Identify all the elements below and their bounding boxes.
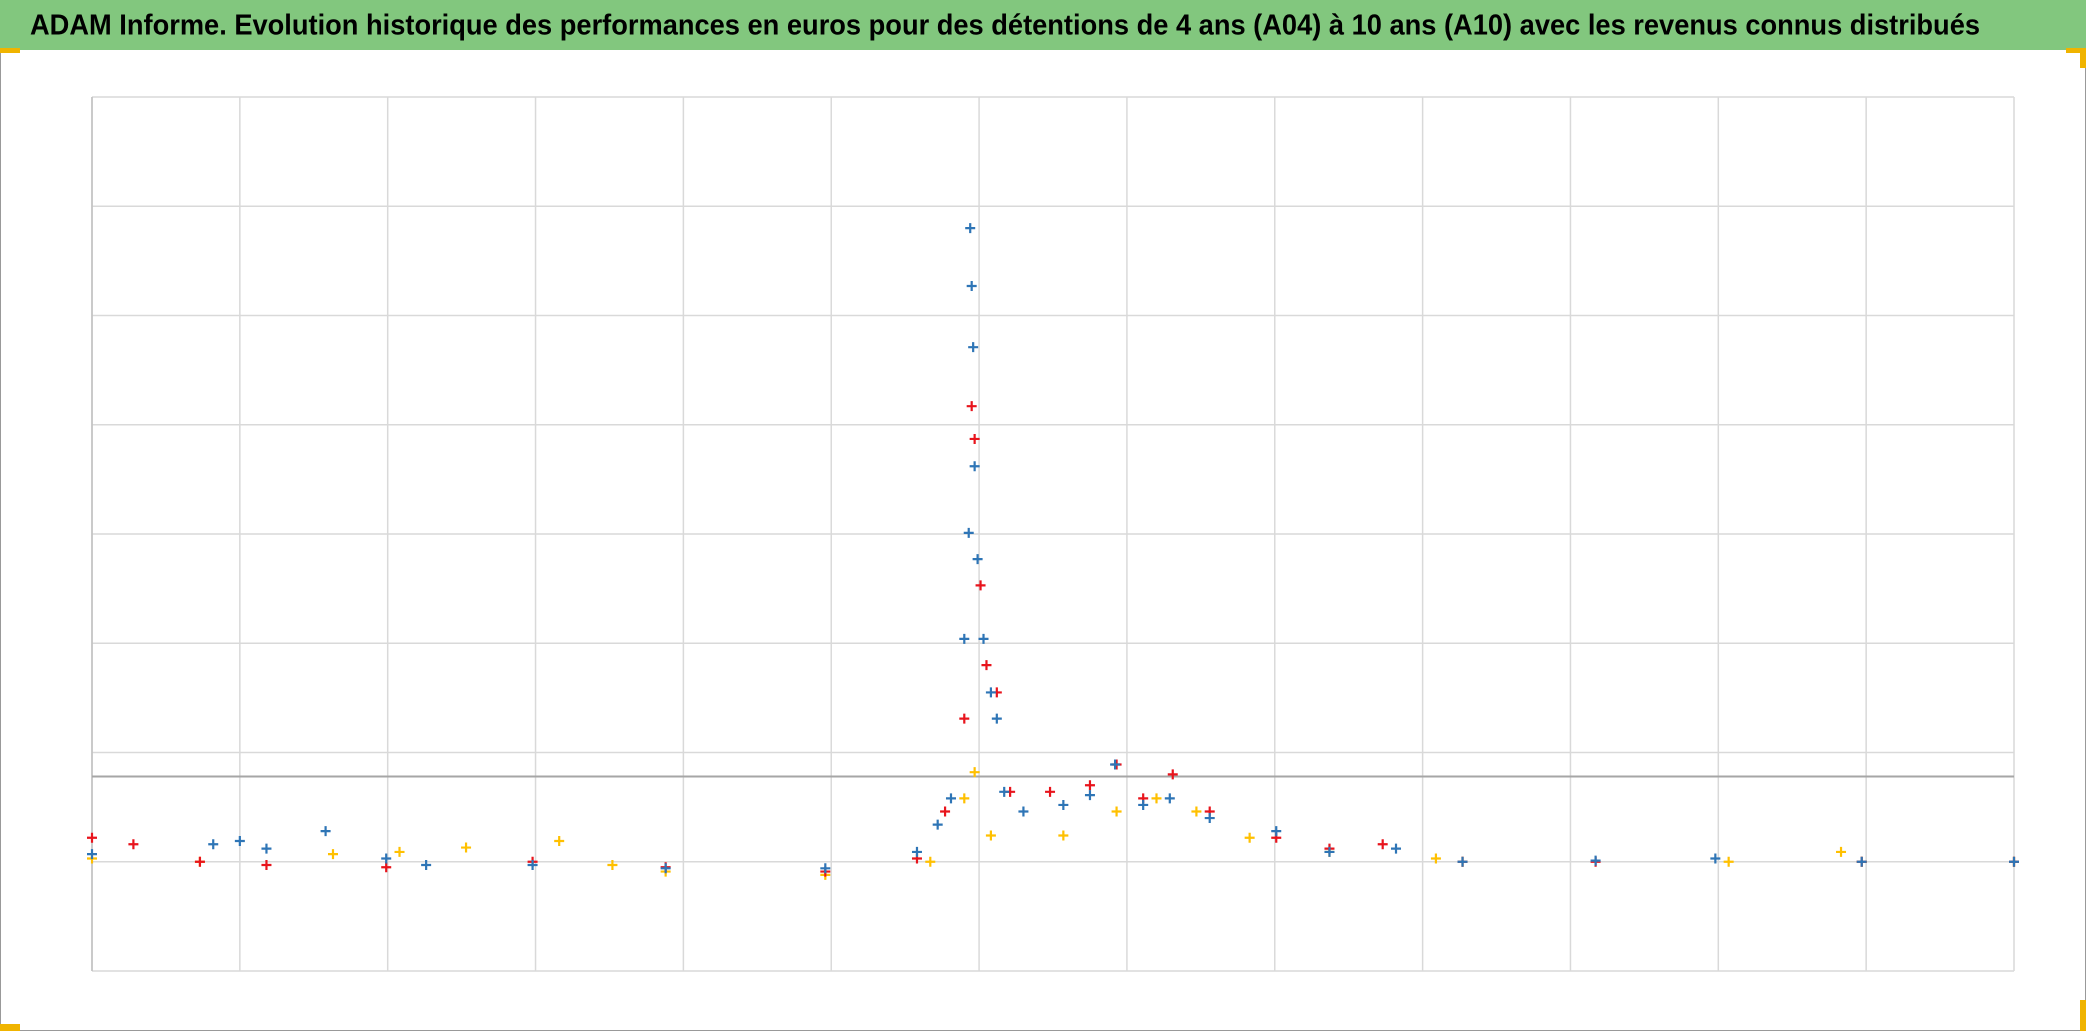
point <box>1723 856 1734 867</box>
corner-mark <box>2080 1000 2086 1031</box>
corner-mark <box>0 48 20 53</box>
point <box>1111 806 1122 817</box>
point <box>1084 780 1095 791</box>
point <box>554 835 565 846</box>
point <box>940 806 951 817</box>
point <box>1590 855 1601 866</box>
point <box>461 842 472 853</box>
point <box>985 830 996 841</box>
point <box>959 793 970 804</box>
point <box>1045 786 1056 797</box>
point <box>972 554 983 565</box>
point <box>1710 853 1721 864</box>
point <box>959 713 970 724</box>
point <box>820 863 831 874</box>
point <box>981 660 992 671</box>
point <box>1377 839 1388 850</box>
point <box>985 687 996 698</box>
point <box>968 342 979 353</box>
point <box>320 826 331 837</box>
point <box>381 862 392 873</box>
point <box>128 839 139 850</box>
point <box>932 819 943 830</box>
point <box>527 860 538 871</box>
point <box>911 846 922 857</box>
corner-mark <box>2066 48 2086 53</box>
point <box>421 860 432 871</box>
point <box>1151 793 1162 804</box>
point <box>1430 853 1441 864</box>
point <box>1164 793 1175 804</box>
point <box>966 281 977 292</box>
point <box>1138 799 1149 810</box>
point <box>2009 856 2019 867</box>
point <box>234 835 245 846</box>
point <box>969 461 980 472</box>
point <box>1391 843 1401 854</box>
point <box>959 633 970 644</box>
point <box>381 853 392 864</box>
point <box>999 786 1010 797</box>
point <box>1084 790 1095 801</box>
point <box>1244 832 1255 843</box>
point <box>1271 826 1282 837</box>
point <box>261 860 272 871</box>
point <box>1191 806 1202 817</box>
point <box>327 849 338 860</box>
point <box>1167 769 1178 780</box>
point <box>1058 799 1069 810</box>
point <box>1324 846 1335 857</box>
point <box>208 839 219 850</box>
point <box>87 832 97 843</box>
point <box>969 433 980 444</box>
point <box>1018 806 1029 817</box>
corner-mark <box>0 1024 20 1031</box>
title-bar <box>0 0 2086 50</box>
point <box>969 767 980 778</box>
point <box>925 856 936 867</box>
point <box>1058 830 1069 841</box>
point <box>261 843 272 854</box>
point <box>607 860 618 871</box>
point <box>1836 846 1847 857</box>
point <box>991 713 1002 724</box>
point <box>1204 813 1215 824</box>
point <box>1856 856 1867 867</box>
point <box>660 863 671 874</box>
point <box>975 580 986 591</box>
point <box>1110 759 1121 770</box>
point <box>966 401 977 412</box>
point <box>394 846 405 857</box>
point <box>963 527 974 538</box>
point <box>87 849 97 860</box>
point <box>1457 856 1468 867</box>
point <box>965 223 976 234</box>
chart-title: ADAM Informe. Evolution historique des p… <box>30 10 1980 42</box>
corner-mark <box>2080 48 2086 68</box>
point <box>978 633 989 644</box>
point <box>194 856 205 867</box>
point <box>945 793 956 804</box>
